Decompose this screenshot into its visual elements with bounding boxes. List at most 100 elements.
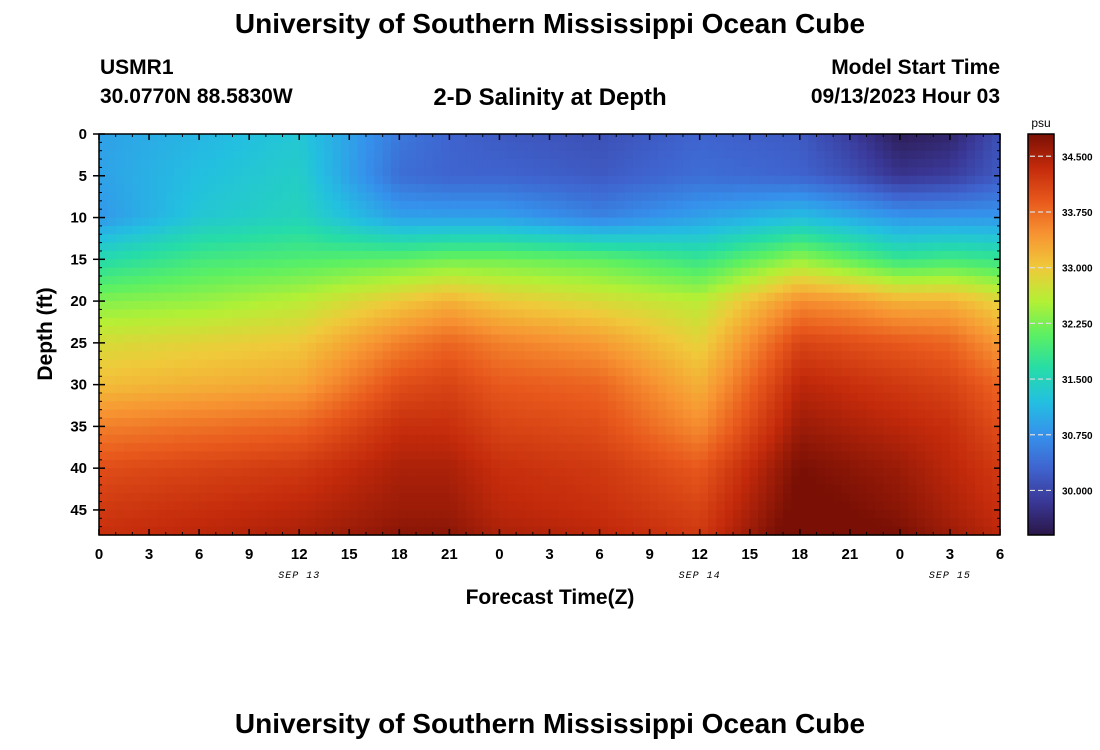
heatmap-cell: [99, 493, 108, 503]
heatmap-cell: [165, 234, 175, 244]
heatmap-cell: [582, 401, 592, 411]
heatmap-cell: [549, 134, 559, 143]
heatmap-cell: [916, 309, 926, 319]
heatmap-cell: [307, 351, 317, 361]
heatmap-cell: [733, 476, 742, 486]
heatmap-cell: [132, 468, 142, 478]
heatmap-cell: [157, 276, 167, 285]
heatmap-cell: [140, 217, 150, 227]
heatmap-cell: [791, 301, 801, 311]
heatmap-cell: [599, 276, 609, 285]
heatmap-cell: [132, 150, 142, 160]
heatmap-cell: [165, 484, 175, 494]
heatmap-cell: [290, 476, 300, 486]
heatmap-cell: [591, 200, 601, 210]
heatmap-cell: [632, 225, 642, 235]
heatmap-cell: [941, 451, 951, 461]
heatmap-cell: [849, 484, 859, 494]
heatmap-cell: [808, 418, 818, 427]
heatmap-cell: [591, 217, 601, 227]
heatmap-cell: [466, 159, 476, 169]
heatmap-cell: [758, 200, 767, 210]
heatmap-cell: [908, 384, 918, 394]
heatmap-cell: [849, 167, 859, 177]
heatmap-cell: [916, 134, 926, 143]
heatmap-cell: [132, 159, 142, 169]
heatmap-cell: [816, 150, 826, 160]
heatmap-cell: [582, 192, 592, 202]
heatmap-cell: [299, 468, 309, 478]
heatmap-cell: [249, 526, 259, 536]
heatmap-cell: [933, 518, 943, 528]
heatmap-cell: [457, 267, 467, 277]
heatmap-cell: [432, 134, 442, 143]
heatmap-cell: [649, 142, 659, 152]
heatmap-cell: [574, 418, 584, 427]
heatmap-cell: [849, 426, 859, 436]
heatmap-cell: [908, 150, 918, 160]
heatmap-cell: [924, 367, 934, 377]
heatmap-cell: [157, 234, 167, 244]
heatmap-cell: [833, 317, 843, 327]
heatmap-cell: [833, 326, 843, 336]
heatmap-cell: [132, 234, 142, 244]
heatmap-cell: [240, 451, 250, 461]
heatmap-cell: [249, 184, 259, 194]
heatmap-cell: [182, 184, 192, 194]
heatmap-cell: [107, 359, 117, 369]
heatmap-cell: [783, 459, 793, 469]
heatmap-cell: [524, 351, 534, 361]
heatmap-cell: [883, 359, 893, 369]
heatmap-cell: [340, 501, 350, 511]
heatmap-cell: [466, 401, 476, 411]
heatmap-cell: [849, 234, 859, 244]
heatmap-cell: [691, 493, 701, 503]
heatmap-cell: [632, 142, 642, 152]
heatmap-cell: [783, 401, 793, 411]
heatmap-cell: [632, 468, 642, 478]
heatmap-cell: [232, 276, 242, 285]
heatmap-cell: [724, 267, 734, 277]
heatmap-cell: [599, 209, 609, 219]
heatmap-cell: [891, 267, 901, 277]
heatmap-cell: [941, 234, 951, 244]
heatmap-cell: [716, 209, 726, 219]
heatmap-cell: [632, 351, 642, 361]
heatmap-cell: [115, 334, 125, 344]
heatmap-cell: [949, 200, 959, 210]
heatmap-cell: [599, 468, 609, 478]
heatmap-cell: [449, 242, 459, 252]
heatmap-cell: [424, 259, 434, 269]
heatmap-cell: [607, 242, 617, 252]
heatmap-cell: [474, 134, 484, 143]
heatmap-cell: [340, 309, 350, 319]
heatmap-cell: [140, 501, 150, 511]
heatmap-cell: [416, 326, 425, 336]
heatmap-cell: [708, 167, 717, 177]
heatmap-cell: [416, 376, 425, 386]
heatmap-cell: [374, 451, 384, 461]
heatmap-cell: [324, 276, 334, 285]
heatmap-cell: [99, 459, 108, 469]
heatmap-cell: [883, 501, 893, 511]
heatmap-cell: [933, 309, 943, 319]
heatmap-cell: [924, 401, 934, 411]
heatmap-cell: [282, 434, 292, 444]
heatmap-cell: [699, 351, 709, 361]
heatmap-cell: [682, 142, 692, 152]
heatmap-cell: [290, 276, 300, 285]
heatmap-cell: [516, 351, 526, 361]
heatmap-cell: [207, 342, 217, 352]
heatmap-cell: [657, 317, 667, 327]
heatmap-cell: [858, 468, 868, 478]
heatmap-cell: [315, 501, 325, 511]
heatmap-cell: [374, 326, 384, 336]
heatmap-cell: [249, 451, 259, 461]
heatmap-cell: [332, 459, 342, 469]
heatmap-cell: [599, 384, 609, 394]
heatmap-cell: [365, 200, 375, 210]
heatmap-cell: [441, 409, 450, 419]
heatmap-cell: [849, 292, 859, 302]
heatmap-cell: [349, 234, 359, 244]
heatmap-cell: [349, 501, 359, 511]
